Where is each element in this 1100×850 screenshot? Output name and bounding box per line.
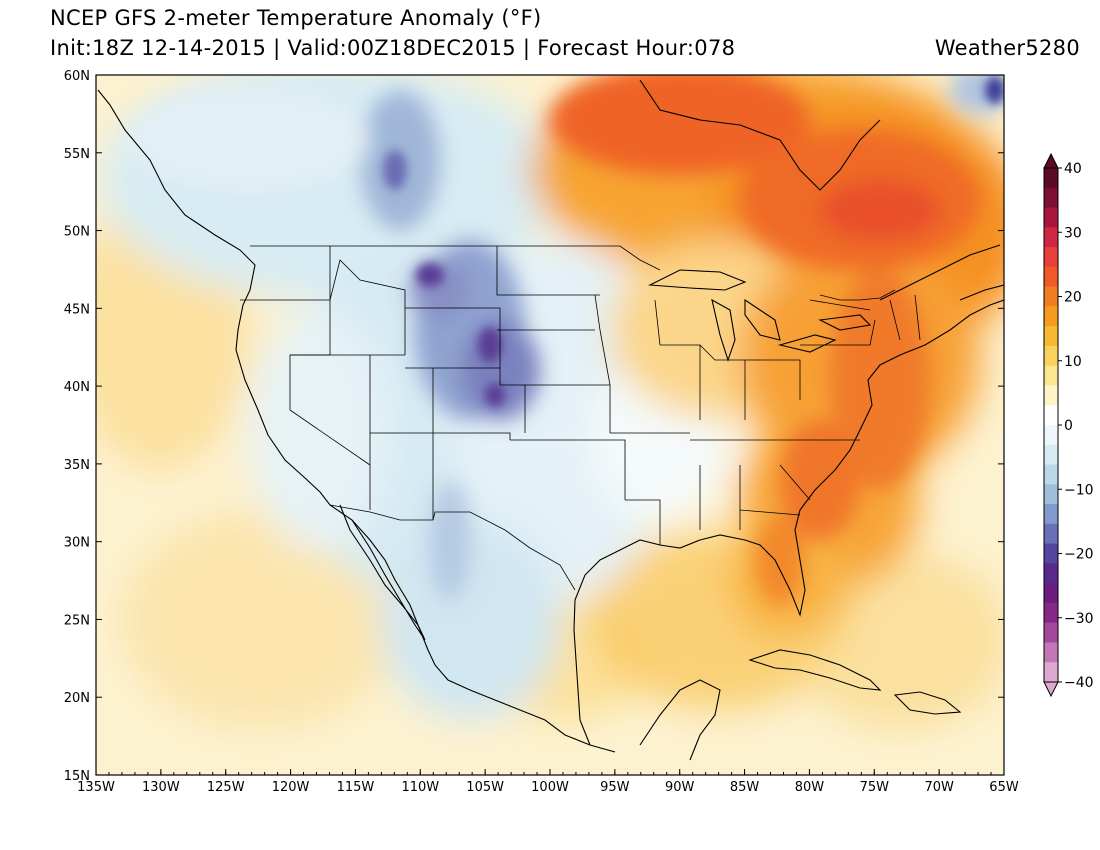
colorbar-label: −10 (1064, 482, 1094, 498)
colorbar-label: 40 (1064, 161, 1082, 177)
colorbar-swatch (1044, 227, 1058, 248)
lat-tick-label: 50N (64, 225, 90, 240)
colorbar-swatch (1044, 464, 1058, 485)
lon-tick-label: 115W (337, 780, 375, 795)
colorbar-label: 20 (1064, 290, 1082, 306)
colorbar-swatch (1044, 306, 1058, 327)
colorbar-swatch (1044, 247, 1058, 268)
colorbar-swatch (1044, 365, 1058, 386)
lat-tick-label: 15N (64, 769, 90, 784)
colorbar-swatch (1044, 187, 1058, 209)
lon-tick-label: 90W (665, 780, 695, 795)
lon-tick-label: 95W (600, 780, 630, 795)
lon-tick-label: 110W (401, 780, 439, 795)
anomaly-field (96, 75, 1004, 775)
colorbar-swatch (1044, 622, 1058, 643)
lon-tick-label: 105W (466, 780, 504, 795)
colorbar-swatch (1044, 602, 1058, 624)
colorbar-swatch (1044, 563, 1058, 584)
lon-tick-label: 85W (730, 780, 760, 795)
colorbar-label: −40 (1064, 675, 1094, 691)
colorbar-label: 10 (1064, 354, 1082, 370)
colorbar-swatch (1044, 286, 1058, 307)
latitude-axis: 15N 20N 25N 30N 35N 40N 45N 50N 55N 60N (64, 69, 1004, 784)
colorbar-swatch (1044, 168, 1058, 189)
colorbar-swatch (1044, 543, 1058, 564)
lon-tick-label: 120W (272, 780, 310, 795)
map-subtitle: Init:18Z 12-14-2015 | Valid:00Z18DEC2015… (50, 36, 736, 60)
colorbar-max-arrow (1043, 152, 1059, 169)
colorbar-label: 30 (1064, 225, 1082, 241)
lon-tick-label: 135W (77, 780, 115, 795)
lat-tick-label: 30N (64, 536, 90, 551)
colorbar-swatch (1044, 385, 1058, 406)
lon-tick-label: 125W (207, 780, 245, 795)
lat-tick-label: 35N (64, 458, 90, 473)
lon-tick-label: 75W (860, 780, 890, 795)
colorbar-label: −20 (1064, 547, 1094, 563)
colorbar-swatch (1044, 207, 1058, 228)
colorbar-swatch (1044, 504, 1058, 525)
lat-tick-label: 45N (64, 302, 90, 317)
lat-tick-label: 25N (64, 613, 90, 628)
lat-tick-label: 55N (64, 147, 90, 162)
colorbar: 40 30 20 10 0 −10 −20 −30 −40 (1043, 152, 1094, 698)
map-title: NCEP GFS 2-meter Temperature Anomaly (°F… (50, 6, 542, 30)
lat-tick-label: 20N (64, 691, 90, 706)
colorbar-swatch (1044, 425, 1058, 446)
longitude-axis: 135W 130W 125W 120W 115W 110W 105W 100W 95W 90W 85… (77, 769, 1019, 795)
lon-tick-label: 100W (531, 780, 569, 795)
colorbar-swatch (1044, 484, 1058, 505)
colorbar-swatch (1044, 662, 1058, 683)
colorbar-label: 0 (1064, 418, 1073, 434)
lat-tick-label: 40N (64, 380, 90, 395)
lon-tick-label: 70W (924, 780, 954, 795)
colorbar-swatch (1044, 523, 1058, 545)
colorbar-swatch (1044, 444, 1058, 466)
credit-label: Weather5280 (934, 36, 1080, 60)
colorbar-swatch (1044, 583, 1058, 604)
lon-tick-label: 80W (795, 780, 825, 795)
colorbar-swatch (1044, 405, 1058, 426)
coastlines (97, 79, 1004, 761)
colorbar-swatch (1044, 266, 1058, 288)
colorbar-min-arrow (1043, 681, 1059, 698)
colorbar-swatch (1044, 642, 1058, 663)
lon-tick-label: 130W (142, 780, 180, 795)
state-borders (240, 245, 921, 591)
colorbar-label: −30 (1064, 611, 1094, 627)
lat-tick-label: 60N (64, 69, 90, 84)
colorbar-swatch (1044, 326, 1058, 347)
colorbar-swatch (1044, 345, 1058, 367)
lon-tick-label: 65W (989, 780, 1019, 795)
